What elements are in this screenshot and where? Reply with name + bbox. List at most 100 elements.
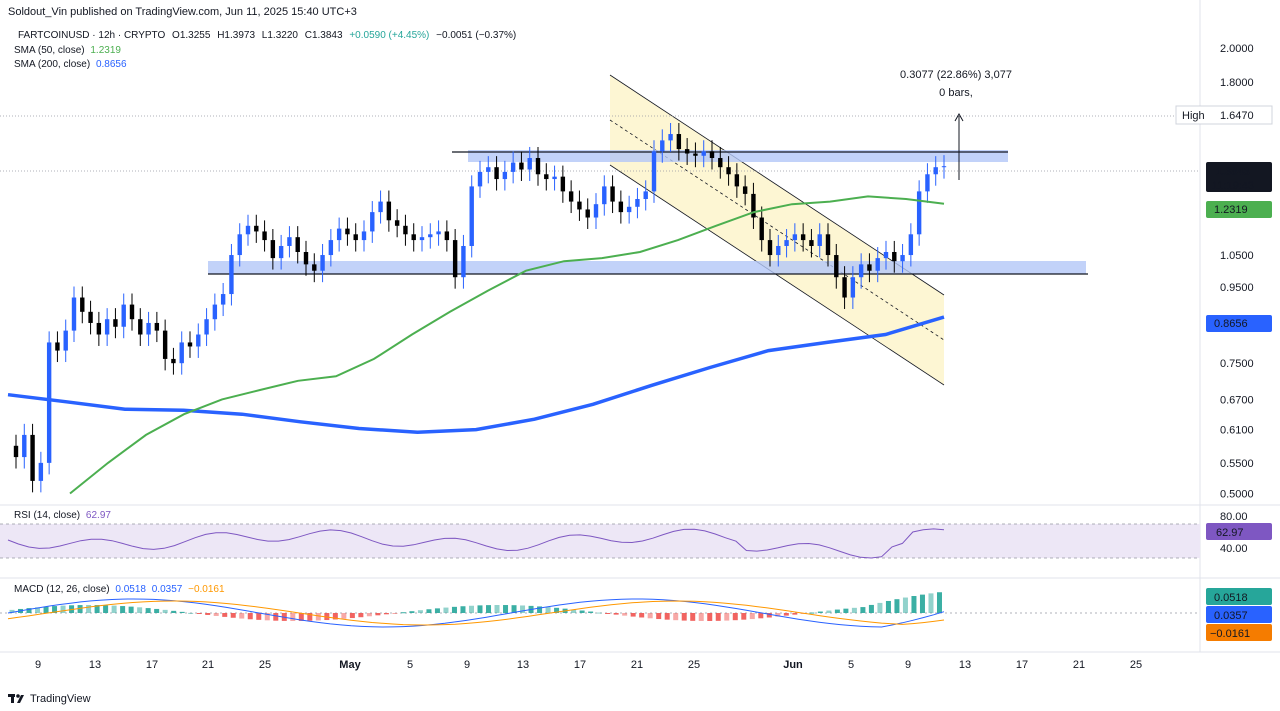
rsi-value: 62.97 [85, 510, 111, 521]
candle-body [900, 255, 905, 262]
macd-hist-bar [154, 608, 160, 613]
rsi-40-label: 40.00 [1220, 543, 1248, 555]
macd-hist-bar [664, 613, 670, 620]
sma200-value: 0.8656 [95, 59, 127, 70]
macd-hist-bar [622, 613, 628, 616]
macd-hist-bar [120, 606, 126, 613]
candle-body [237, 234, 242, 256]
macd-hist-bar [52, 606, 58, 613]
candle-body [510, 162, 516, 172]
x-tick-label: 21 [1073, 659, 1085, 671]
x-tick-label: 9 [35, 659, 41, 671]
candle-body [411, 234, 416, 241]
candle-body [834, 255, 839, 278]
macd-hist-bar [851, 607, 857, 613]
y-tick-label: 0.5500 [1220, 458, 1254, 470]
candle-body [693, 153, 698, 156]
x-tick-label: 9 [464, 659, 470, 671]
macd-hist-bar [647, 613, 653, 619]
sma200-line [7, 315, 945, 434]
macd-hist-bar [417, 610, 423, 613]
macd-hist-bar [630, 613, 636, 617]
macd-hist-bar [230, 613, 236, 618]
candle-body [709, 151, 715, 159]
channel-upper-line [609, 74, 945, 296]
sma50-value: 1.2319 [90, 45, 121, 56]
candle-body [585, 209, 590, 218]
candle-body [104, 319, 110, 335]
candle-body [825, 234, 831, 256]
macd-hist-bar [817, 611, 823, 613]
x-tick-label: 5 [407, 659, 413, 671]
macd-hist-bar [766, 613, 772, 618]
candle-body [577, 201, 582, 210]
tradingview-footer[interactable]: TradingView [8, 693, 91, 705]
candle-body [146, 322, 151, 335]
publish-credit: Soldout_Vin published on TradingView.com… [8, 6, 357, 18]
signal-line [7, 600, 945, 626]
macd-hist-bar [579, 610, 585, 613]
candle-body [800, 234, 806, 241]
candle-body [519, 162, 524, 170]
resistance-zone [468, 150, 1008, 162]
macd-hist-bar [690, 613, 696, 621]
macd-hist-bar [349, 613, 355, 619]
macd-hist-bar [196, 613, 202, 614]
candle-body [751, 193, 756, 218]
candle-body [776, 245, 781, 256]
candle-body [933, 167, 938, 175]
macd-hist-bar [426, 609, 432, 613]
candle-body [759, 217, 764, 241]
measure-bars-text: 0 bars, [939, 87, 973, 99]
macd-hist-bar [290, 613, 296, 621]
macd-tag3: −0.0161 [1210, 628, 1250, 640]
candle-body [212, 304, 218, 320]
candle-body [535, 158, 541, 175]
candle-body [46, 342, 52, 463]
candle-body [635, 199, 640, 207]
rsi-tag-bg [1206, 523, 1272, 540]
candle-body [850, 277, 856, 298]
macd-hist-bar [928, 593, 934, 613]
candle-body [353, 234, 358, 241]
macd-hist-bar [392, 613, 398, 614]
candle-body [229, 255, 234, 295]
symbol-legend: FARTCOINUSD · 12h · CRYPTO O1.3255 H1.39… [14, 30, 516, 41]
macd-hist-bar [809, 612, 815, 614]
channel-lower-line [609, 164, 945, 386]
macd-hist-bar [324, 613, 330, 621]
macd-hist-bar [205, 613, 211, 615]
rsi-band [0, 524, 1200, 558]
x-tick-label: 13 [959, 659, 971, 671]
candle-body [502, 171, 508, 180]
macd-line [7, 598, 945, 628]
x-tick-label: 9 [905, 659, 911, 671]
candle-body [742, 186, 748, 194]
sma50-legend: SMA (50, close) 1.2319 [14, 45, 121, 56]
macd-hist-bar [77, 605, 83, 613]
candle-body [121, 304, 126, 327]
candle-body [684, 149, 690, 154]
sma200-legend: SMA (200, close) 0.8656 [14, 59, 127, 70]
candle-body [867, 264, 872, 271]
macd-tag2: 0.0357 [1214, 610, 1248, 622]
sma50-line [69, 195, 945, 495]
candle-body [734, 174, 740, 187]
macd-hist-bar [834, 609, 840, 613]
macd-hist-bar [894, 599, 900, 613]
macd-hist-bar [639, 613, 645, 618]
sma50-label: SMA (50, close) [14, 45, 85, 56]
candle-body [444, 231, 450, 241]
macd-hist-bar [673, 613, 679, 621]
candle-body [908, 234, 914, 256]
macd-hist-bar [358, 613, 364, 618]
macd-hist-bar [451, 606, 457, 613]
candle-body [419, 237, 425, 241]
y-tick-label: 2.0000 [1220, 43, 1254, 55]
macd-hist-bar [315, 613, 321, 621]
x-tick-label: 17 [1016, 659, 1028, 671]
macd-hist-bar [868, 604, 874, 613]
macd-hist-bar [681, 613, 687, 621]
candle-body [179, 342, 184, 364]
